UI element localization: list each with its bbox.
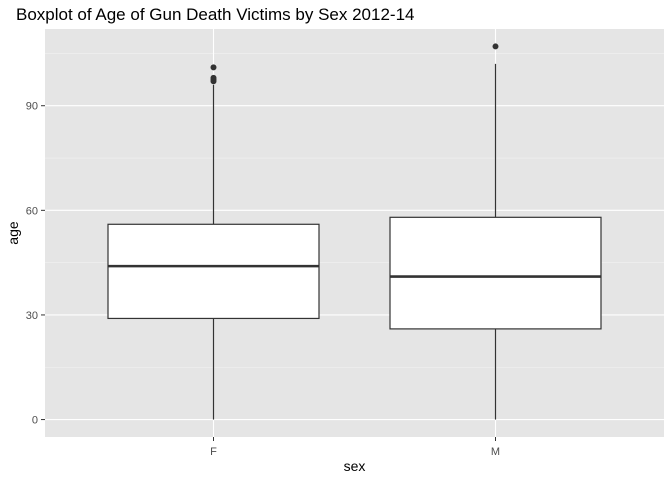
interquartile-box [389, 216, 602, 330]
y-tick-label: 0 [32, 415, 38, 427]
x-tick-label: M [491, 446, 500, 458]
chart-title: Boxplot of Age of Gun Death Victims by S… [16, 5, 414, 24]
interquartile-box [107, 223, 320, 320]
x-axis-title: sex [344, 458, 366, 474]
x-tick-label: F [210, 446, 217, 458]
outlier-point [210, 74, 217, 81]
y-tick-label: 60 [26, 205, 38, 217]
y-axis-title: age [5, 221, 21, 245]
y-tick-label: 30 [26, 310, 38, 322]
tick-layer: 0 30 60 90 F M [26, 101, 500, 458]
y-tick-label: 90 [26, 101, 38, 113]
outlier-point [492, 43, 499, 50]
outlier-point [210, 64, 217, 71]
box-layer [107, 43, 602, 420]
boxplot-group [389, 43, 602, 420]
boxplot-group [107, 64, 320, 420]
